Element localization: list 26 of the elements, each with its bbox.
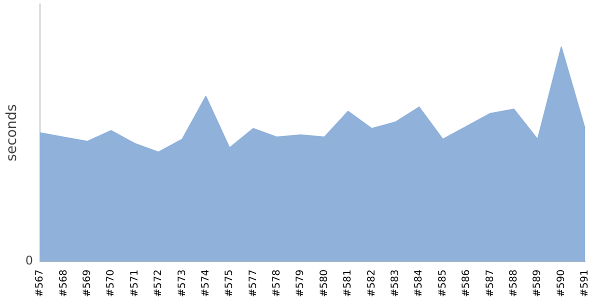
x-tick-label: #574 <box>200 270 212 298</box>
x-tick-label: #580 <box>318 270 330 298</box>
x-tick-label: #578 <box>272 270 283 298</box>
x-tick-label: #591 <box>580 270 591 298</box>
x-tick-label: #581 <box>342 270 354 298</box>
x-tick-label: #590 <box>556 270 567 298</box>
x-tick-label: #577 <box>248 270 259 298</box>
x-tick-label: #582 <box>366 270 378 298</box>
x-tick-label: #589 <box>532 270 544 298</box>
x-tick-label: #587 <box>484 270 496 298</box>
x-tick-label: #585 <box>437 270 448 298</box>
x-tick-label: #572 <box>153 270 164 298</box>
text: 0 <box>25 254 33 268</box>
x-tick-label: #579 <box>295 270 306 298</box>
x-tick-label: #588 <box>508 270 520 298</box>
x-tick-label: #569 <box>82 270 93 298</box>
y-axis-title: seconds <box>4 104 20 162</box>
x-tick-label: #570 <box>106 270 117 298</box>
x-tick-label: #583 <box>390 270 402 298</box>
x-tick-label: #575 <box>224 270 236 298</box>
x-tick-label: #586 <box>461 270 472 298</box>
x-tick-label: #584 <box>414 270 425 298</box>
x-tick-label: #567 <box>34 270 46 298</box>
x-tick-label: #573 <box>176 270 188 298</box>
x-tick-label: #568 <box>58 270 70 298</box>
x-tick-label: #571 <box>129 270 140 298</box>
